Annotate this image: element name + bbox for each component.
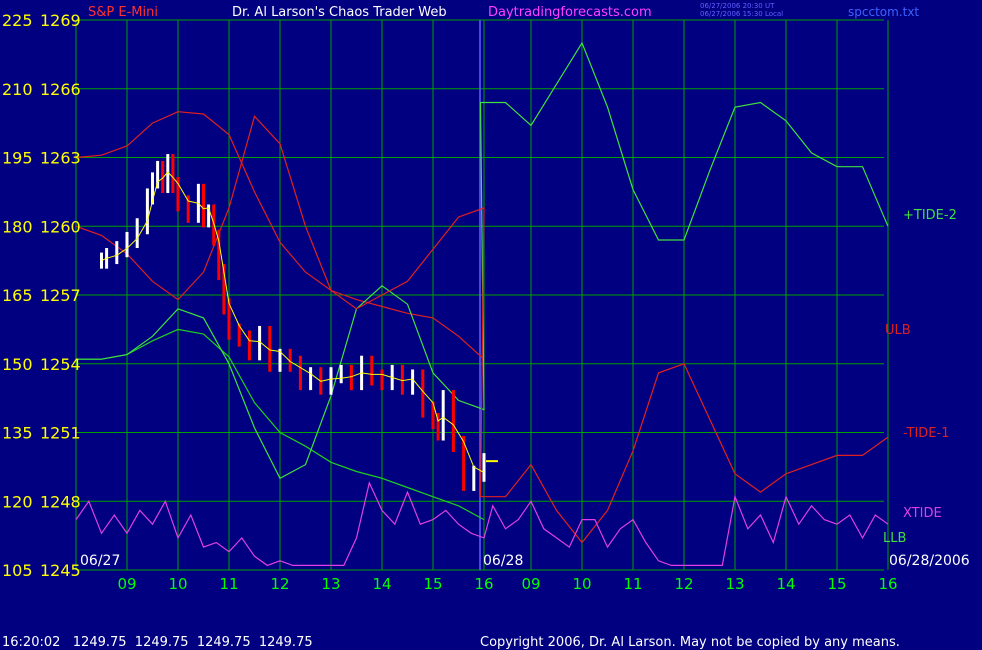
timestamp-ut: 06/27/2006 20:30 UT — [700, 2, 775, 10]
y-tick-price-7: 1248 — [40, 492, 81, 511]
y-tick-oscillator-7: 120 — [2, 492, 33, 511]
y-tick-price-6: 1251 — [40, 424, 81, 443]
x-tick-5: 14 — [372, 575, 391, 593]
series-line-tide-1 — [75, 115, 889, 544]
y-tick-oscillator-3: 180 — [2, 217, 33, 236]
y-tick-price-8: 1245 — [40, 561, 81, 580]
legend-llb: LLB — [883, 531, 906, 546]
x-tick-15: 16 — [878, 575, 897, 593]
series-line-llb — [76, 328, 485, 521]
y-tick-price-2: 1263 — [40, 149, 81, 168]
y-tick-price-1: 1266 — [40, 80, 81, 99]
y-tick-oscillator-2: 195 — [2, 149, 33, 168]
axis-labels: 225 210 195 180 165 150 135 120 105 1269 1266 1263 1… — [2, 11, 898, 593]
x-tick-13: 14 — [776, 575, 795, 593]
y-tick-oscillator-1: 210 — [2, 80, 33, 99]
x-tick-11: 12 — [674, 575, 693, 593]
x-tick-7: 16 — [474, 575, 493, 593]
price-average-line — [101, 171, 485, 474]
site-link[interactable]: Daytradingforecasts.com — [488, 5, 652, 20]
price-bars — [100, 154, 498, 491]
timestamp-local: 06/27/2006 15:30 Local — [700, 10, 783, 18]
y-tick-oscillator-5: 150 — [2, 355, 33, 374]
y-tick-price-5: 1254 — [40, 355, 81, 374]
y-tick-price-3: 1260 — [40, 217, 81, 236]
y-tick-oscillator-0: 225 — [2, 11, 33, 30]
x-tick-2: 11 — [219, 575, 238, 593]
x-tick-4: 13 — [321, 575, 340, 593]
y-tick-price-4: 1257 — [40, 286, 81, 305]
y-tick-oscillator-6: 135 — [2, 424, 33, 443]
date-label-end: 06/28/2006 — [889, 553, 970, 569]
grid — [75, 19, 889, 571]
x-tick-6: 15 — [423, 575, 442, 593]
legend-tide-plus: +TIDE-2 — [903, 208, 957, 223]
date-label-start: 06/27 — [80, 553, 120, 569]
status-readout: 16:20:02 1249.75 1249.75 1249.75 1249.75 — [2, 635, 313, 650]
x-tick-0: 09 — [117, 575, 136, 593]
y-tick-oscillator-8: 105 — [2, 561, 33, 580]
x-tick-12: 13 — [725, 575, 744, 593]
legend-ulb: ULB — [885, 323, 911, 338]
copyright-notice: Copyright 2006, Dr. Al Larson. May not b… — [480, 635, 900, 650]
data-file-name: spcctom.txt — [848, 5, 919, 19]
y-tick-oscillator-4: 165 — [2, 286, 33, 305]
y-tick-price-0: 1269 — [40, 11, 81, 30]
x-tick-10: 11 — [623, 575, 642, 593]
x-tick-3: 12 — [270, 575, 289, 593]
x-tick-1: 10 — [168, 575, 187, 593]
series-line-tide-2 — [76, 41, 889, 480]
instrument-label: S&P E-Mini — [88, 5, 158, 20]
x-tick-14: 15 — [827, 575, 846, 593]
date-label-mid: 06/28 — [483, 553, 523, 569]
legend-xtide: XTIDE — [903, 506, 942, 521]
x-tick-8: 09 — [521, 575, 540, 593]
series-layer — [75, 41, 889, 567]
x-tick-9: 10 — [572, 575, 591, 593]
series-line-xtide — [75, 481, 889, 567]
chart-title: Dr. Al Larson's Chaos Trader Web — [232, 5, 447, 20]
legend-tide-minus: -TIDE-1 — [903, 426, 949, 441]
series-line-ulb — [75, 111, 485, 360]
